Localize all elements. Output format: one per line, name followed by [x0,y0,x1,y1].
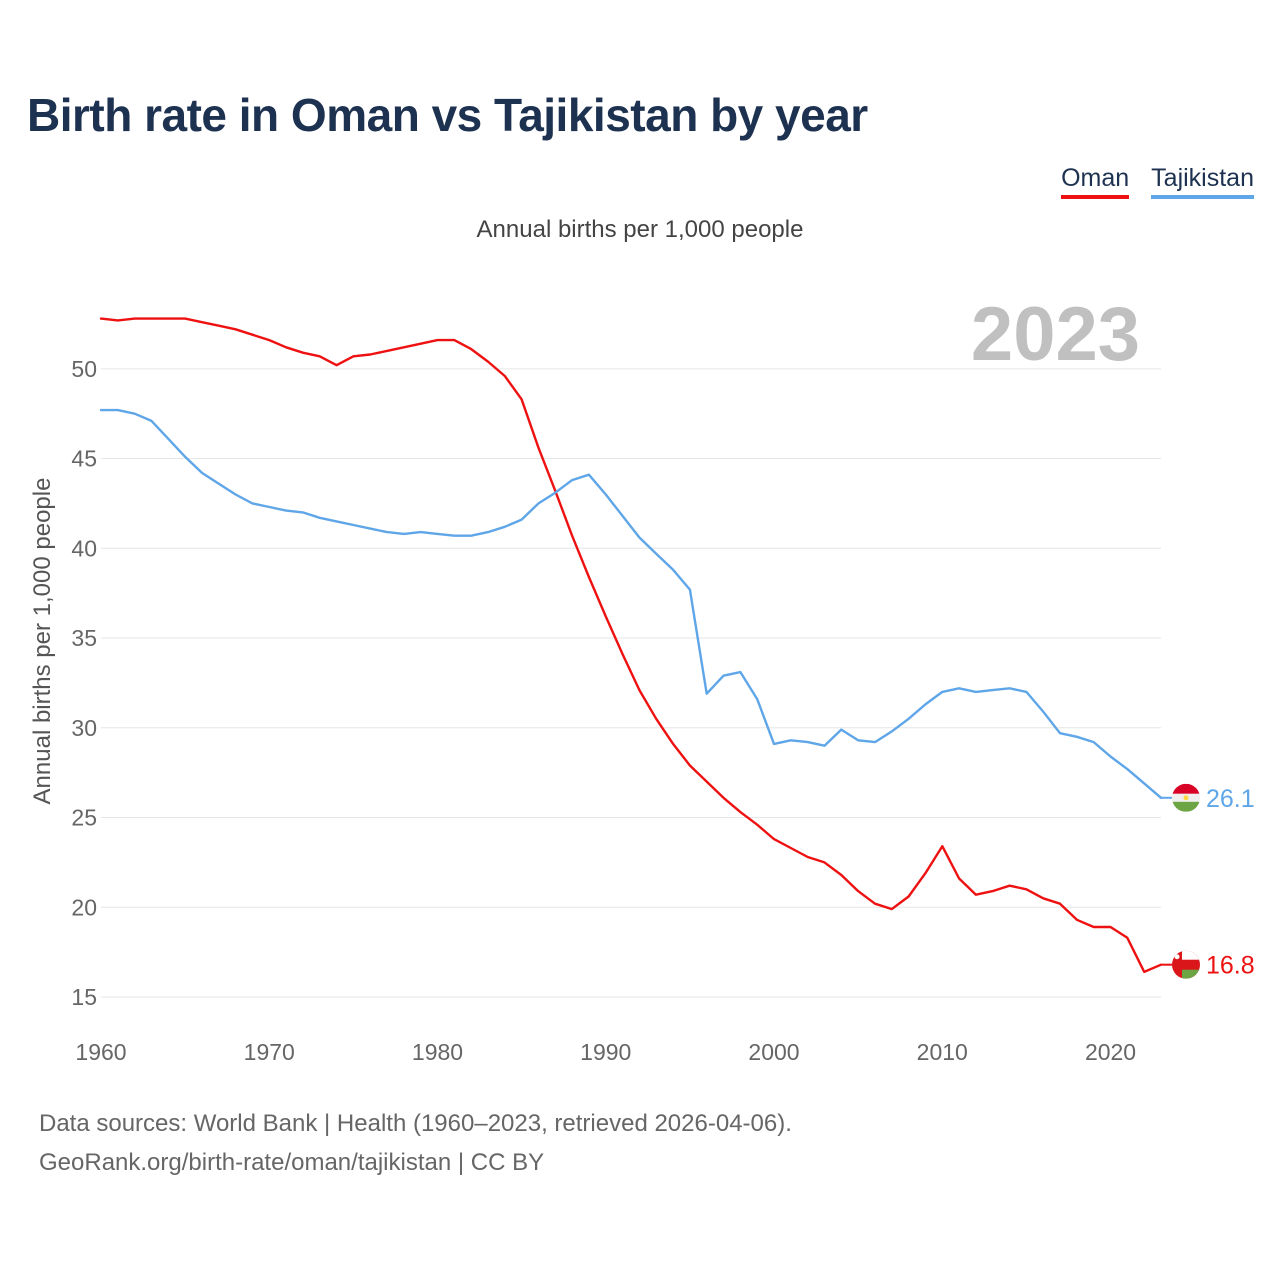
y-tick-label-15: 15 [71,984,97,1010]
x-tick-label-1960: 1960 [75,1039,126,1065]
x-tick-label-2010: 2010 [917,1039,968,1065]
year-label: 2023 [971,292,1140,377]
x-tick-label-1980: 1980 [412,1039,463,1065]
source-link[interactable]: GeoRank.org/birth-rate/oman/tajikistan |… [39,1149,545,1176]
y-tick-label-45: 45 [71,446,97,472]
x-tick-label-2000: 2000 [748,1039,799,1065]
chart-title: Birth rate in Oman vs Tajikistan by year [27,89,868,141]
series-line-tajikistan [99,408,1163,799]
footer: Data sources: World Bank | Health (1960–… [39,1104,792,1182]
oman-flag-icon [1172,950,1200,979]
chart-subtitle: Annual births per 1,000 people [476,216,804,243]
y-tick-label-20: 20 [71,894,97,920]
series-line-oman [99,317,1163,974]
legend-item-oman[interactable]: Oman [1061,164,1130,199]
y-tick-label-40: 40 [71,535,97,561]
x-tick-label-1990: 1990 [580,1039,631,1065]
legend: Oman Tajikistan [1061,164,1254,199]
x-tick-label-1970: 1970 [244,1039,295,1065]
data-sources-text: Data sources: World Bank | Health (1960–… [39,1110,792,1137]
y-tick-label-35: 35 [71,625,97,651]
legend-item-tajikistan[interactable]: Tajikistan [1151,164,1254,199]
y-axis-label: Annual births per 1,000 people [29,478,56,805]
y-tick-label-50: 50 [71,356,97,382]
x-tick-label-2020: 2020 [1085,1039,1136,1065]
end-value-label-tajikistan: 26.1 [1206,785,1255,813]
tajikistan-flag-icon [1172,783,1200,812]
y-tick-label-30: 30 [71,715,97,741]
y-tick-label-25: 25 [71,805,97,831]
end-value-label-oman: 16.8 [1206,952,1255,980]
